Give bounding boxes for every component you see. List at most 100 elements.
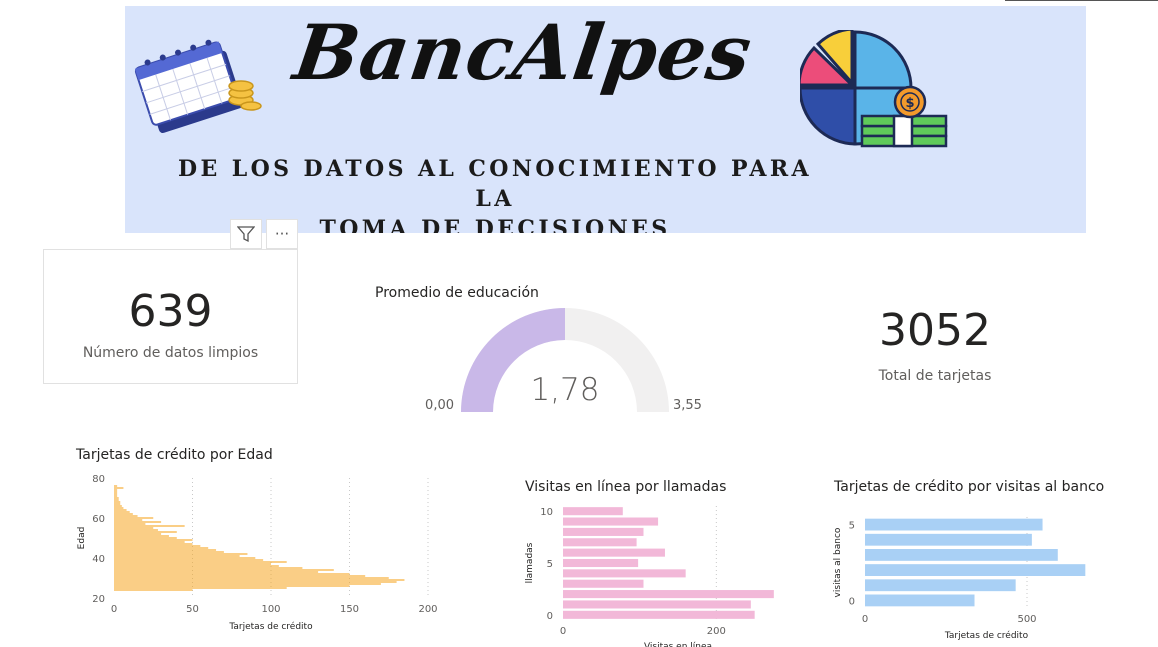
kpi-card-total-cards[interactable]: 3052 Total de tarjetas [850, 305, 1020, 395]
bar[interactable] [114, 541, 185, 543]
bar[interactable] [114, 557, 256, 559]
bar[interactable] [563, 527, 644, 536]
y-axis-label: Edad [77, 527, 87, 550]
kpi-card-clean-data[interactable]: 639 Número de datos limpios [43, 249, 298, 384]
y-tick-label: 60 [92, 514, 105, 525]
bar[interactable] [114, 551, 224, 553]
bar[interactable] [114, 529, 158, 531]
bar[interactable] [865, 564, 1086, 576]
bar[interactable] [114, 489, 118, 491]
bar[interactable] [114, 485, 118, 487]
bar[interactable] [114, 515, 138, 517]
bar[interactable] [114, 493, 118, 495]
bar[interactable] [114, 531, 177, 533]
education-gauge[interactable] [455, 304, 675, 416]
gauge-value: 1,78 [530, 372, 600, 408]
kpi-value: 3052 [879, 305, 991, 356]
gauge-max-label: 3,55 [673, 398, 702, 413]
y-tick-label: 0 [849, 596, 855, 607]
x-tick-label: 200 [707, 626, 726, 637]
bar[interactable] [114, 589, 193, 591]
kpi-label: Total de tarjetas [878, 368, 992, 384]
bar[interactable] [114, 569, 334, 571]
bar[interactable] [114, 513, 133, 515]
bar[interactable] [114, 533, 162, 535]
bar[interactable] [114, 527, 154, 529]
bar[interactable] [114, 525, 185, 527]
bar[interactable] [114, 555, 240, 557]
bar[interactable] [114, 517, 154, 519]
gauge-min-label: 0,00 [425, 398, 454, 413]
bar[interactable] [114, 505, 122, 507]
bar[interactable] [114, 487, 124, 489]
y-axis-label: visitas al banco [833, 527, 843, 597]
bar[interactable] [114, 509, 127, 511]
bar[interactable] [114, 495, 118, 497]
bar[interactable] [563, 538, 637, 547]
bar[interactable] [563, 590, 774, 599]
bar[interactable] [865, 579, 1016, 592]
bar[interactable] [114, 561, 287, 563]
x-axis-label: Tarjetas de crédito [228, 621, 313, 632]
bar[interactable] [114, 559, 264, 561]
calendar-coins-icon [134, 39, 262, 134]
bar[interactable] [114, 539, 193, 541]
bar[interactable] [114, 547, 209, 549]
y-tick-label: 40 [92, 554, 105, 565]
x-tick-label: 0 [560, 626, 566, 637]
bar[interactable] [114, 549, 217, 551]
chart-cards-by-bank-visits[interactable]: 0 500 0 5 Tarjetas de crédito visitas al banc… [825, 498, 1115, 643]
bar[interactable] [114, 585, 350, 587]
x-axis-label: Visitas en línea [644, 642, 712, 647]
bar[interactable] [114, 523, 146, 525]
x-tick-label: 50 [186, 604, 199, 615]
bar[interactable] [114, 567, 303, 569]
chart-cards-by-age[interactable]: 0 50 100 150 200 20 40 60 80 Tarjetas de crédito E… [60, 466, 460, 636]
y-tick-label: 10 [540, 507, 553, 518]
bar[interactable] [114, 553, 248, 555]
bar[interactable] [114, 507, 124, 509]
bar[interactable] [114, 571, 319, 573]
bar[interactable] [114, 501, 121, 503]
bar[interactable] [114, 491, 118, 493]
bar[interactable] [114, 535, 169, 537]
gauge-title: Promedio de educación [375, 285, 539, 301]
pie-money-icon: $ [800, 30, 948, 148]
chart-online-visits-by-calls[interactable]: 0 200 0 5 10 Visitas en línea llamadas [515, 498, 785, 647]
bar[interactable] [114, 575, 366, 577]
bar[interactable] [865, 533, 1032, 546]
bar[interactable] [114, 565, 279, 567]
bar[interactable] [563, 600, 751, 609]
chart-title-age: Tarjetas de crédito por Edad [76, 447, 273, 463]
bar[interactable] [563, 517, 659, 526]
bar[interactable] [114, 573, 350, 575]
bar[interactable] [563, 507, 623, 516]
bar[interactable] [563, 558, 639, 568]
bar[interactable] [114, 537, 177, 539]
bar[interactable] [563, 548, 665, 557]
bar[interactable] [563, 579, 644, 588]
bar[interactable] [114, 543, 193, 545]
bar[interactable] [114, 511, 130, 513]
bar[interactable] [114, 499, 119, 501]
bar[interactable] [865, 594, 975, 607]
visual-header: ··· [230, 219, 298, 249]
bar[interactable] [114, 587, 287, 589]
bar[interactable] [563, 610, 755, 619]
bar[interactable] [114, 503, 121, 505]
bar[interactable] [114, 581, 397, 583]
bar[interactable] [563, 569, 686, 578]
bar[interactable] [865, 518, 1043, 531]
bar[interactable] [114, 579, 405, 581]
bar[interactable] [114, 519, 143, 521]
bar[interactable] [114, 497, 119, 499]
bar[interactable] [114, 577, 389, 579]
bar[interactable] [114, 545, 201, 547]
y-tick-label: 20 [92, 594, 105, 605]
more-options-button[interactable]: ··· [266, 219, 298, 249]
bar[interactable] [865, 549, 1058, 561]
bar[interactable] [114, 583, 381, 585]
filter-button[interactable] [230, 219, 262, 249]
bar[interactable] [114, 563, 271, 565]
bar[interactable] [114, 521, 162, 523]
